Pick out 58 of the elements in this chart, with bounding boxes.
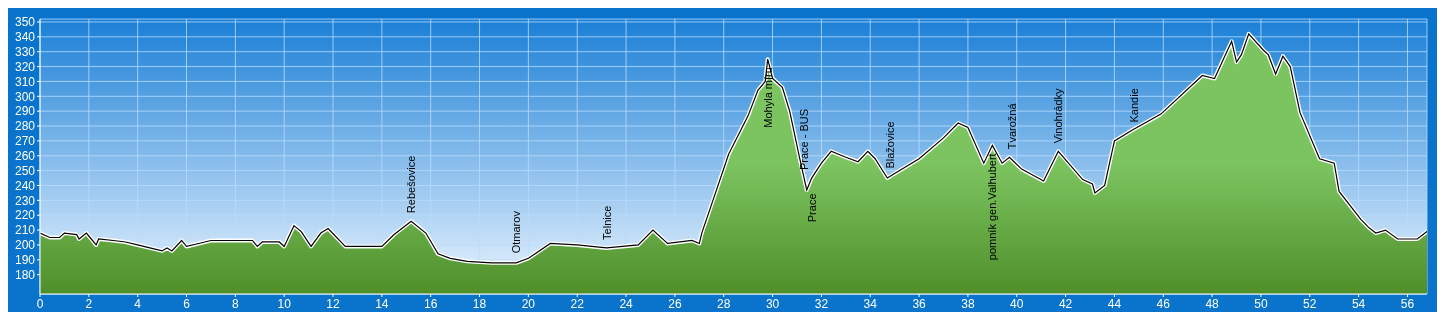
y-tick-label: 330 xyxy=(14,44,36,59)
x-tick-label: 38 xyxy=(961,296,975,311)
x-tick-label: 34 xyxy=(863,296,878,311)
y-tick-label: 220 xyxy=(14,208,36,223)
x-tick-label: 54 xyxy=(1351,296,1366,311)
x-tick-label: 4 xyxy=(134,296,142,311)
x-tick-label: 22 xyxy=(570,296,585,311)
annotation: Telnice xyxy=(600,205,613,240)
x-tick-label: 36 xyxy=(912,296,927,311)
x-tick-label: 30 xyxy=(765,296,780,311)
x-tick-label: 10 xyxy=(277,296,292,311)
y-tick-label: 300 xyxy=(14,89,36,104)
annotation: Vinohrádky xyxy=(1052,87,1065,144)
y-tick-label: 280 xyxy=(14,119,36,134)
x-tick-label: 20 xyxy=(521,296,536,311)
annotation: Mohyla míru xyxy=(761,67,774,128)
y-tick-label: 240 xyxy=(14,178,36,193)
annotation: Otmarov xyxy=(510,210,523,254)
x-tick-label: 0 xyxy=(36,296,44,311)
y-tick-label: 310 xyxy=(14,74,36,89)
y-tick-label: 190 xyxy=(14,253,36,268)
x-tick-label: 52 xyxy=(1303,296,1317,311)
annotation: pomník gen.Valhubert xyxy=(986,153,999,261)
annotation: Prace xyxy=(805,193,818,223)
annotation: Rebešovice xyxy=(405,155,418,214)
x-tick-label: 6 xyxy=(183,296,191,311)
annotation: Tvarožná xyxy=(1005,102,1018,150)
x-tick-label: 42 xyxy=(1058,296,1073,311)
x-tick-label: 26 xyxy=(668,296,682,311)
y-tick-label: 260 xyxy=(14,149,36,164)
x-tick-label: 24 xyxy=(619,296,634,311)
x-tick-label: 40 xyxy=(1010,296,1024,311)
y-tick-label: 230 xyxy=(14,193,36,208)
annotation: Kandie xyxy=(1127,88,1140,123)
annotation: Prace - BUS xyxy=(798,108,811,171)
x-tick-label: 48 xyxy=(1205,296,1220,311)
y-tick-label: 350 xyxy=(14,15,36,30)
y-tick-label: 340 xyxy=(14,30,36,45)
x-tick-label: 46 xyxy=(1156,296,1171,311)
x-tick-label: 18 xyxy=(472,296,487,311)
y-tick-label: 200 xyxy=(14,238,36,253)
x-tick-label: 8 xyxy=(232,296,240,311)
x-tick-label: 28 xyxy=(717,296,731,311)
x-tick-label: 12 xyxy=(326,296,341,311)
annotation: Blažovice xyxy=(883,121,896,169)
y-tick-label: 320 xyxy=(14,59,36,74)
y-tick-label: 290 xyxy=(14,104,36,119)
y-tick-label: 210 xyxy=(14,223,36,238)
y-tick-label: 250 xyxy=(14,163,36,178)
x-tick-label: 16 xyxy=(424,296,438,311)
x-tick-label: 32 xyxy=(814,296,829,311)
y-tick-label: 180 xyxy=(14,267,36,282)
x-tick-label: 44 xyxy=(1107,296,1122,311)
x-tick-label: 56 xyxy=(1400,296,1415,311)
x-tick-label: 50 xyxy=(1254,296,1268,311)
x-tick-label: 14 xyxy=(375,296,389,311)
x-tick-label: 2 xyxy=(85,296,93,311)
y-tick-label: 270 xyxy=(14,134,36,149)
